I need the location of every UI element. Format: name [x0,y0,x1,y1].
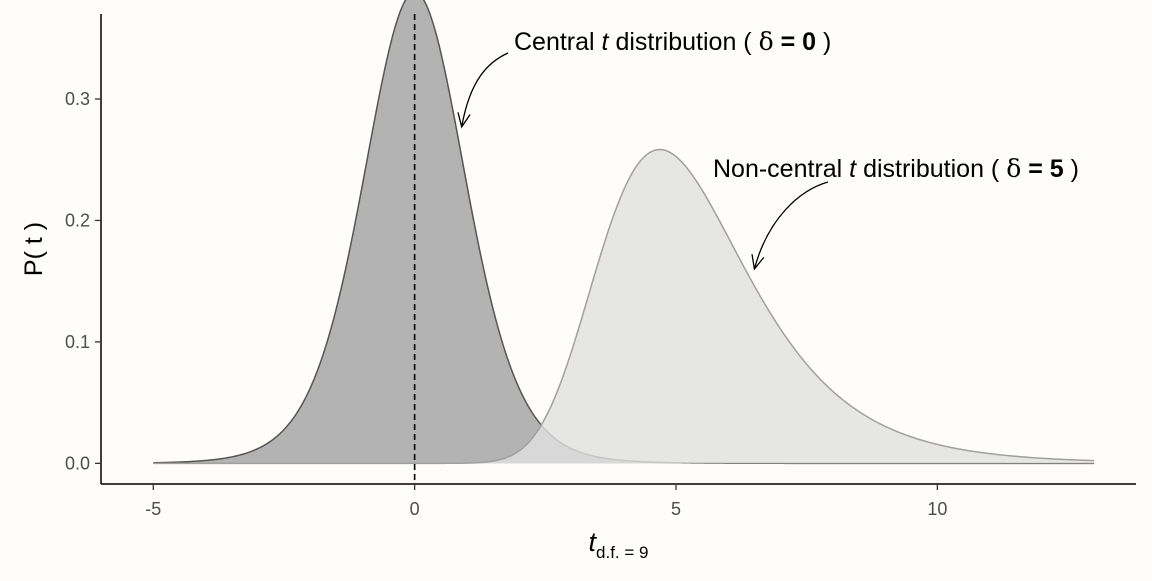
y-tick-label: 0.3 [65,89,90,109]
y-tick-label: 0.0 [65,453,90,473]
annotation-arrow-head [457,112,471,129]
annotation-italic-t: t [849,155,857,183]
annotation-label: Central t distribution ( δ = 0 ) [514,27,831,56]
annotation-arrow [461,52,509,128]
density-curve-delta-5 [153,148,1095,465]
annotations: Central t distribution ( δ = 0 )Non-cent… [457,27,1079,271]
annotation-delta-symbol: δ [1006,154,1021,183]
x-tick-label: 10 [927,499,947,519]
x-tick-label: 0 [410,499,420,519]
annotation-text: Non-central [713,155,849,183]
density-area-delta-5 [153,149,1095,464]
x-tick-label: -5 [145,499,161,519]
y-axis-title: P( t ) [20,222,48,276]
annotation-equals: = [1021,155,1050,183]
annotation-arrow [753,181,829,270]
annotation-delta-symbol: δ [759,27,774,56]
x-tick-label: 5 [671,499,681,519]
annotation-text: distribution ( [609,28,759,56]
annotation-label: Non-central t distribution ( δ = 5 ) [713,154,1079,183]
annotation-value: 5 [1050,155,1064,183]
annotation-value: 0 [802,28,816,56]
x-axis-title: td.f. = 9 [589,527,649,562]
annotation-text: ) [816,28,831,56]
annotation-italic-t: t [602,28,610,56]
annotation-arrow-head [751,254,765,271]
annotation-text: Central [514,28,602,56]
axes: -5 0 5 100.00.10.20.3td.f. = 9P( t ) [20,14,1136,562]
y-tick-label: 0.1 [65,332,90,352]
y-tick-label: 0.2 [65,210,90,230]
annotation-text: distribution ( [856,155,1006,183]
annotation-equals: = [774,28,803,56]
x-axis-title-main: t [589,527,598,557]
density-areas [153,0,1095,465]
annotation-text: ) [1064,155,1079,183]
density-area-delta-0 [153,0,1095,464]
x-axis-title-subscript: d.f. = 9 [596,543,648,562]
